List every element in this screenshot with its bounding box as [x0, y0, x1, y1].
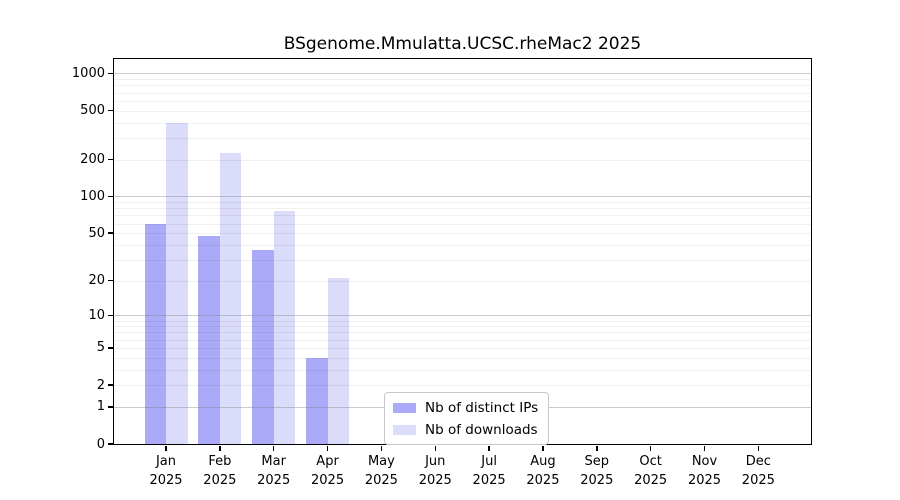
- y-tick-label: 10: [88, 307, 105, 323]
- y-tick-mark: [107, 384, 113, 386]
- x-tick-label-feb: Feb 2025: [203, 454, 237, 488]
- x-tick-mark: [272, 445, 275, 451]
- bar-downloads-mar: [273, 211, 296, 444]
- gridline-major: [114, 315, 811, 317]
- gridline-minor: [114, 92, 811, 94]
- x-tick-mark: [596, 445, 598, 451]
- gridline-minor: [114, 215, 811, 217]
- bar-distinct-ips-apr: [306, 357, 328, 444]
- gridline-minor: [114, 137, 811, 139]
- y-tick-label: 100: [80, 188, 105, 204]
- gridline-minor: [114, 385, 811, 387]
- y-tick-label: 500: [80, 103, 105, 119]
- x-tick-label-jun: Jun 2025: [418, 454, 452, 488]
- legend-swatch: [393, 424, 416, 435]
- x-tick-label-mar: Mar 2025: [257, 454, 291, 488]
- bar-downloads-feb: [219, 152, 242, 444]
- bar-distinct-ips-jan: [144, 223, 166, 444]
- y-tick-mark: [107, 232, 113, 234]
- gridline-minor: [114, 223, 811, 225]
- x-tick-label-aug: Aug 2025: [526, 454, 560, 488]
- bar-distinct-ips-feb: [198, 236, 220, 444]
- x-tick-mark: [165, 445, 167, 451]
- gridline-minor: [114, 332, 811, 334]
- y-tick-mark: [107, 347, 113, 349]
- gridline-minor: [114, 326, 811, 328]
- gridline-minor: [114, 79, 811, 81]
- legend: Nb of distinct IPs Nb of downloads: [384, 392, 550, 445]
- x-tick-mark: [757, 445, 760, 451]
- gridline-minor: [114, 202, 811, 204]
- y-tick-label: 2: [96, 377, 105, 393]
- y-tick-label: 0: [96, 436, 105, 452]
- gridline-major: [114, 196, 811, 198]
- gridline-minor: [114, 110, 811, 112]
- gridline-minor: [114, 244, 811, 246]
- legend-row: Nb of distinct IPs: [393, 398, 538, 417]
- x-tick-mark: [219, 445, 221, 451]
- gridline-minor: [114, 208, 811, 210]
- gridline-minor: [114, 280, 811, 282]
- x-tick-label-sep: Sep 2025: [580, 454, 614, 488]
- y-tick-mark: [107, 158, 113, 161]
- x-tick-mark: [542, 445, 544, 451]
- gridline-minor: [114, 357, 811, 359]
- x-tick-label-oct: Oct 2025: [634, 454, 668, 488]
- y-tick-label: 5: [96, 340, 105, 356]
- x-tick-mark: [380, 445, 383, 451]
- x-tick-label-may: May 2025: [364, 454, 398, 488]
- y-tick-label: 50: [88, 225, 105, 241]
- x-tick-mark: [649, 445, 652, 451]
- y-tick-label: 1: [96, 399, 105, 415]
- gridline-major: [114, 73, 811, 75]
- legend-swatch: [393, 402, 416, 413]
- x-tick-label-jul: Jul 2025: [472, 454, 506, 488]
- y-tick-mark: [107, 406, 113, 408]
- x-tick-label-nov: Nov 2025: [687, 454, 722, 488]
- y-tick-mark: [107, 109, 113, 112]
- x-tick-label-jan: Jan 2025: [149, 454, 183, 488]
- legend-row: Nb of downloads: [393, 420, 538, 439]
- bar-downloads-apr: [327, 278, 350, 444]
- y-tick-mark: [107, 195, 113, 198]
- gridline-minor: [114, 320, 811, 322]
- bar-downloads-jan: [166, 122, 188, 444]
- gridline-minor: [114, 122, 811, 124]
- y-tick-label: 1000: [71, 65, 105, 81]
- chart-title: BSgenome.Mmulatta.UCSC.rheMac2 2025: [283, 34, 642, 54]
- x-tick-mark: [434, 445, 436, 451]
- gridline-minor: [114, 347, 811, 349]
- x-tick-mark: [326, 445, 329, 451]
- gridline-minor: [114, 259, 811, 261]
- legend-label: Nb of distinct IPs: [425, 399, 539, 416]
- y-tick-mark: [107, 72, 113, 75]
- gridline-minor: [114, 159, 811, 161]
- x-tick-label-dec: Dec 2025: [741, 454, 775, 488]
- x-tick-label-apr: Apr 2025: [311, 454, 345, 488]
- y-tick-mark: [107, 314, 113, 317]
- y-tick-mark: [107, 443, 113, 445]
- x-tick-mark: [488, 445, 490, 451]
- gridline-minor: [114, 85, 811, 87]
- bar-distinct-ips-mar: [252, 250, 274, 444]
- gridline-minor: [114, 100, 811, 102]
- gridline-minor: [114, 369, 811, 371]
- y-tick-mark: [107, 279, 113, 282]
- x-tick-mark: [703, 445, 706, 451]
- gridline-minor: [114, 339, 811, 341]
- gridline-minor: [114, 233, 811, 235]
- y-tick-label: 20: [88, 273, 105, 289]
- plot-area: [114, 59, 811, 444]
- legend-label: Nb of downloads: [425, 421, 538, 438]
- y-tick-label: 200: [80, 152, 105, 168]
